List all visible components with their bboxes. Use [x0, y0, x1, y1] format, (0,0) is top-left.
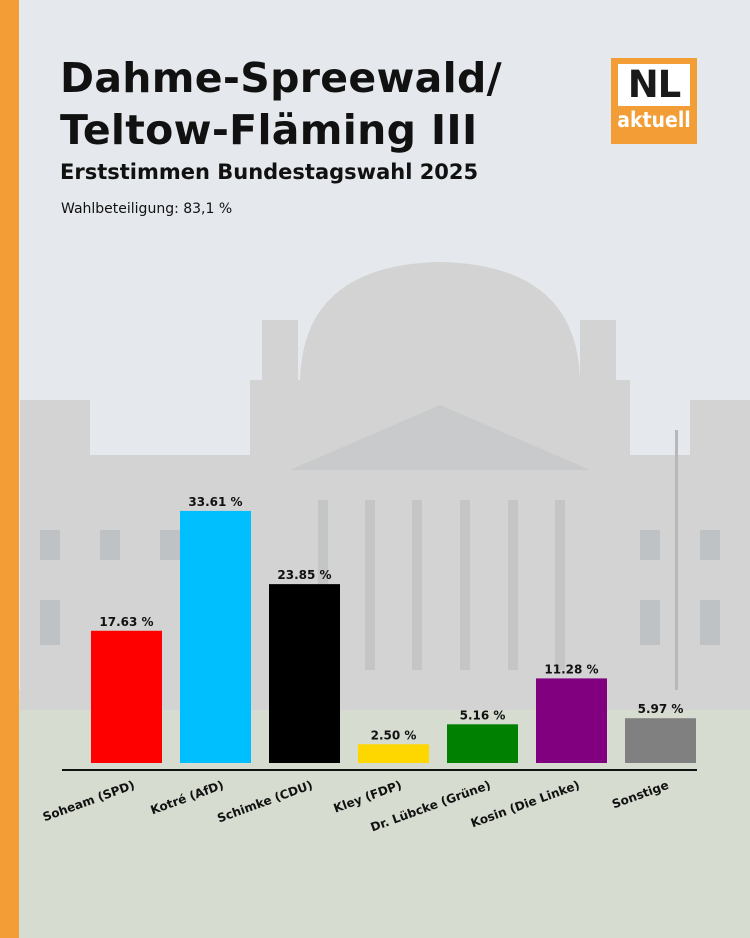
tick-label-0: Soheam (SPD) — [41, 778, 137, 824]
logo-nl-text: NL — [618, 64, 690, 106]
title-line-2: Teltow-Fläming III — [60, 106, 478, 154]
bar-6 — [625, 718, 696, 763]
subtitle: Erststimmen Bundestagswahl 2025 — [60, 160, 479, 184]
tick-label-3: Kley (FDP) — [332, 778, 404, 816]
value-label-1: 33.61 % — [188, 495, 242, 509]
value-label-6: 5.97 % — [638, 702, 684, 716]
nl-aktuell-logo: NL aktuell — [611, 58, 697, 144]
value-label-4: 5.16 % — [460, 708, 506, 722]
orange-side-stripe — [0, 0, 19, 938]
bar-2 — [269, 584, 340, 763]
bar-4 — [447, 724, 518, 763]
tick-label-1: Kotré (AfD) — [149, 778, 226, 817]
page-title: Dahme-Spreewald/ Teltow-Fläming III — [60, 52, 502, 156]
value-label-2: 23.85 % — [277, 568, 331, 582]
title-line-1: Dahme-Spreewald/ — [60, 54, 502, 102]
value-label-5: 11.28 % — [544, 662, 598, 676]
turnout-text: Wahlbeteiligung: 83,1 % — [61, 201, 233, 217]
tick-label-2: Schimke (CDU) — [215, 778, 314, 825]
bar-0 — [91, 630, 162, 763]
value-label-3: 2.50 % — [371, 728, 417, 742]
bar-3 — [358, 744, 429, 763]
bar-1 — [180, 510, 251, 763]
value-label-0: 17.63 % — [99, 615, 153, 629]
logo-aktuell-text: aktuell — [617, 108, 691, 132]
bar-5 — [536, 678, 607, 763]
tick-label-6: Sonstige — [610, 778, 670, 811]
